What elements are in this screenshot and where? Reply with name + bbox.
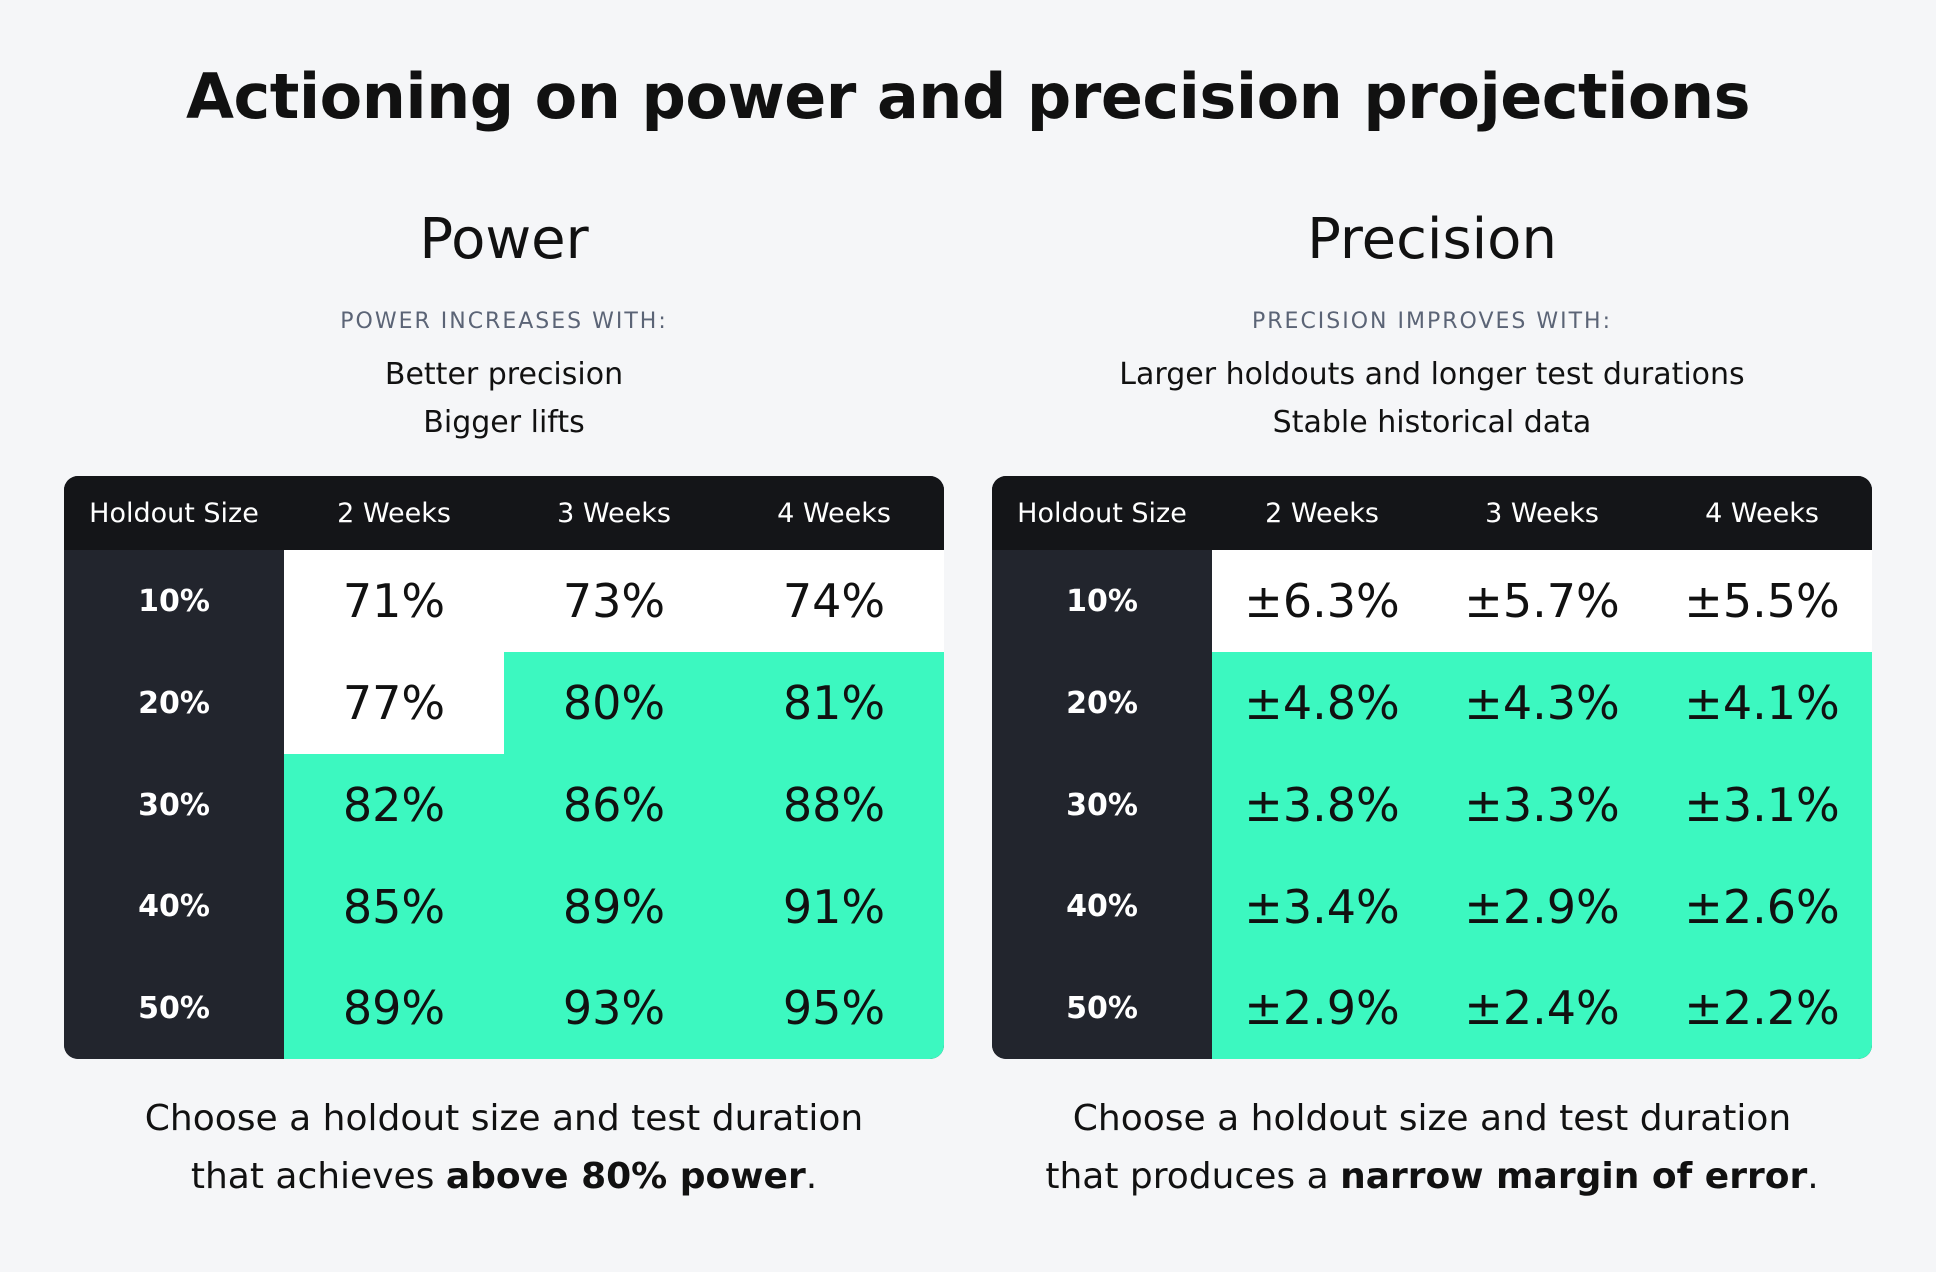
row-label: 50%: [64, 957, 284, 1059]
table-cell: ±2.9%: [1212, 957, 1432, 1059]
power-panel: Power POWER INCREASES WITH: Better preci…: [64, 205, 944, 1197]
table-cell: 74%: [724, 550, 944, 652]
column-header: 2 Weeks: [284, 476, 504, 550]
table-cell: ±3.3%: [1432, 754, 1652, 856]
precision-points: Larger holdouts and longer test duration…: [992, 351, 1872, 461]
table-cell: 91%: [724, 856, 944, 957]
precision-table: Holdout Size 2 Weeks 3 Weeks 4 Weeks 10%…: [992, 476, 1872, 1059]
table-cell: 80%: [504, 652, 724, 754]
power-table: Holdout Size 2 Weeks 3 Weeks 4 Weeks 10%…: [64, 476, 944, 1059]
row-label: 40%: [64, 856, 284, 957]
footer-line: Choose a holdout size and test duration: [144, 1098, 864, 1139]
table-cell: ±4.1%: [1652, 652, 1872, 754]
precision-title: Precision: [1307, 207, 1557, 272]
column-header: 3 Weeks: [504, 476, 724, 550]
power-footer: Choose a holdout size and test duration …: [64, 1090, 944, 1206]
row-label: 30%: [64, 754, 284, 856]
table-cell: 81%: [724, 652, 944, 754]
footer-text: that achieves: [190, 1156, 446, 1197]
table-cell: ±3.8%: [1212, 754, 1432, 856]
row-label: 50%: [992, 957, 1212, 1059]
table-cell: 77%: [284, 652, 504, 754]
footer-text: that produces a: [1045, 1156, 1341, 1197]
precision-footer: Choose a holdout size and test duration …: [992, 1090, 1872, 1206]
table-cell: 95%: [724, 957, 944, 1059]
footer-emphasis: narrow margin of error: [1340, 1156, 1808, 1197]
table-cell: ±2.2%: [1652, 957, 1872, 1059]
footer-line: Choose a holdout size and test duration: [1072, 1098, 1792, 1139]
row-label: 10%: [64, 550, 284, 652]
footer-line: that produces a narrow margin of error.: [992, 1148, 1872, 1206]
column-header: Holdout Size: [992, 476, 1212, 550]
table-cell: ±2.4%: [1432, 957, 1652, 1059]
power-point: Better precision: [384, 357, 624, 392]
column-header: 4 Weeks: [724, 476, 944, 550]
table-cell: ±5.7%: [1432, 550, 1652, 652]
precision-subtitle: PRECISION IMPROVES WITH:: [1251, 309, 1613, 334]
table-cell: 71%: [284, 550, 504, 652]
table-cell: 88%: [724, 754, 944, 856]
table-cell: ±6.3%: [1212, 550, 1432, 652]
precision-point: Stable historical data: [1272, 405, 1592, 440]
table-cell: 89%: [504, 856, 724, 957]
precision-panel: Precision PRECISION IMPROVES WITH: Large…: [992, 205, 1872, 1197]
table-cell: ±3.4%: [1212, 856, 1432, 957]
table-cell: 89%: [284, 957, 504, 1059]
table-cell: 73%: [504, 550, 724, 652]
table-cell: 82%: [284, 754, 504, 856]
table-cell: 86%: [504, 754, 724, 856]
power-points: Better precision Bigger lifts: [64, 351, 944, 461]
power-subtitle: POWER INCREASES WITH:: [340, 309, 668, 334]
footer-text: .: [805, 1156, 818, 1197]
column-header: Holdout Size: [64, 476, 284, 550]
table-cell: ±2.6%: [1652, 856, 1872, 957]
column-header: 3 Weeks: [1432, 476, 1652, 550]
power-point: Bigger lifts: [423, 405, 585, 440]
footer-emphasis: above 80% power: [445, 1156, 806, 1197]
table-cell: ±3.1%: [1652, 754, 1872, 856]
footer-line: that achieves above 80% power.: [64, 1148, 944, 1206]
table-cell: 93%: [504, 957, 724, 1059]
row-label: 10%: [992, 550, 1212, 652]
table-cell: ±4.3%: [1432, 652, 1652, 754]
page-title: Actioning on power and precision project…: [185, 60, 1751, 133]
table-cell: ±4.8%: [1212, 652, 1432, 754]
table-cell: ±5.5%: [1652, 550, 1872, 652]
row-label: 20%: [992, 652, 1212, 754]
table-cell: 85%: [284, 856, 504, 957]
table-cell: ±2.9%: [1432, 856, 1652, 957]
column-header: 2 Weeks: [1212, 476, 1432, 550]
row-label: 40%: [992, 856, 1212, 957]
footer-text: .: [1807, 1156, 1819, 1197]
row-label: 30%: [992, 754, 1212, 856]
row-label: 20%: [64, 652, 284, 754]
column-header: 4 Weeks: [1652, 476, 1872, 550]
precision-point: Larger holdouts and longer test duration…: [1119, 357, 1745, 392]
power-title: Power: [419, 207, 589, 272]
